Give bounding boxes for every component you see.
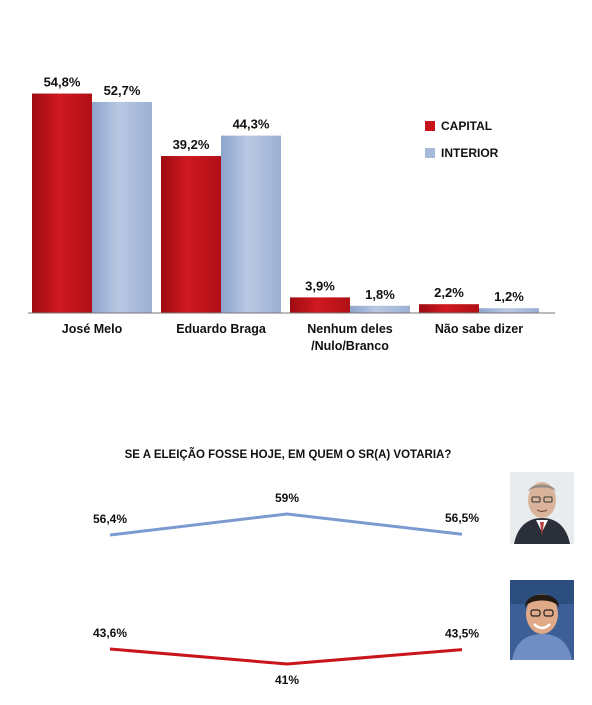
bar-label-capital-3: 2,2% [434,285,464,300]
bar-capital-2 [290,297,350,313]
line-label-1-1: 41% [275,673,299,687]
legend-swatch-interior [425,148,435,158]
bar-interior-3 [479,308,539,313]
bar-label-interior-0: 52,7% [104,83,141,98]
bar-interior-1 [221,135,281,313]
category-label-1: Eduardo Braga [176,322,267,336]
category-label-2: Nenhum deles/Nulo/Branco [307,322,392,353]
category-label-0: José Melo [62,322,123,336]
bar-label-interior-3: 1,2% [494,289,524,304]
line-series-0 [109,512,463,537]
line-label-0-2: 56,5% [445,511,479,525]
legend-label-interior: INTERIOR [441,146,499,160]
line-chart-title: SE A ELEIÇÃO FOSSE HOJE, EM QUEM O SR(A)… [125,448,452,461]
bar-capital-0 [32,93,92,313]
bar-label-capital-2: 3,9% [305,278,335,293]
line-label-0-0: 56,4% [93,512,127,526]
eduardo-braga-photo [510,580,574,660]
jose-melo-photo [510,472,574,544]
bar-capital-3 [419,304,479,313]
bar-interior-2 [350,305,410,313]
bar-label-interior-1: 44,3% [233,117,270,132]
bar-interior-0 [92,101,152,313]
bar-capital-1 [161,156,221,313]
bar-chart: 54,8% 52,7% José Melo 39,2% 44,3% Eduardo Bra… [28,75,555,353]
legend-swatch-capital [425,121,435,131]
bar-label-capital-0: 54,8% [44,75,81,90]
line-chart: SE A ELEIÇÃO FOSSE HOJE, EM QUEM O SR(A)… [93,448,574,687]
line-label-0-1: 59% [275,491,299,505]
line-label-1-2: 43,5% [445,627,479,641]
bar-label-interior-2: 1,8% [365,287,395,302]
bar-label-capital-1: 39,2% [173,137,210,152]
line-series-1 [109,647,463,666]
category-label-3: Não sabe dizer [435,322,523,336]
legend-label-capital: CAPITAL [441,119,492,133]
line-label-1-0: 43,6% [93,626,127,640]
legend: CAPITAL INTERIOR [425,119,499,160]
